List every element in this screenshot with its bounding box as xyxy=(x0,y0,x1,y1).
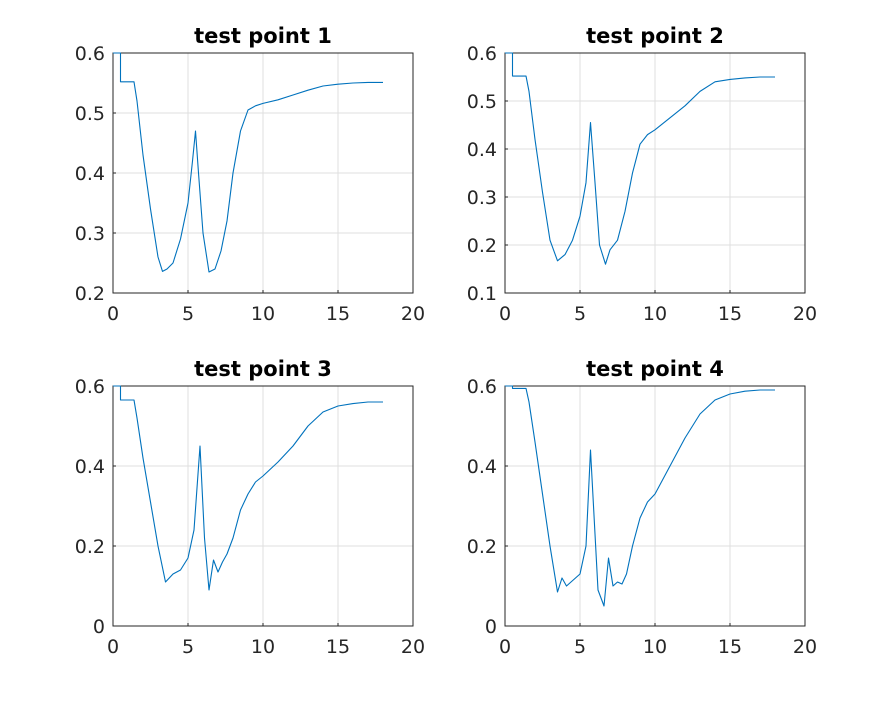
x-tick-label: 10 xyxy=(643,636,667,658)
x-tick-label: 10 xyxy=(251,636,275,658)
y-tick-label: 0.6 xyxy=(75,43,105,65)
y-tick-label: 0.6 xyxy=(467,43,497,65)
x-tick-label: 0 xyxy=(107,636,119,658)
subplot-1: 0 5 10 15 20 0.2 0.3 0.4 0.5 0.6 test point 1 xyxy=(75,24,425,325)
x-tick-label: 20 xyxy=(793,636,817,658)
subplot-2: 0 5 10 15 20 0.1 0.2 0.3 0.4 0.5 0.6 test point 2 xyxy=(467,24,817,325)
y-tick-label: 0.5 xyxy=(75,103,105,125)
y-tick-label: 0.5 xyxy=(467,91,497,113)
subplot-title: test point 4 xyxy=(586,357,724,381)
x-tick-label: 15 xyxy=(326,303,350,325)
x-tick-label: 20 xyxy=(793,303,817,325)
x-tick-label: 5 xyxy=(574,303,586,325)
y-tick-label: 0 xyxy=(485,616,497,638)
series-line xyxy=(505,52,775,265)
series-line xyxy=(113,385,383,591)
x-tick-label: 0 xyxy=(499,303,511,325)
x-tick-label: 5 xyxy=(574,636,586,658)
x-tick-label: 5 xyxy=(182,303,194,325)
x-tick-label: 0 xyxy=(107,303,119,325)
series-line xyxy=(113,52,383,273)
x-tick-label: 10 xyxy=(643,303,667,325)
y-tick-label: 0.4 xyxy=(75,456,105,478)
y-tick-label: 0.2 xyxy=(75,536,105,558)
subplot-title: test point 3 xyxy=(194,357,332,381)
subplot-4: 0 5 10 15 20 0 0.2 0.4 0.6 test point 4 xyxy=(467,357,817,658)
subplot-title: test point 2 xyxy=(586,24,724,48)
x-tick-label: 20 xyxy=(401,636,425,658)
x-tick-label: 15 xyxy=(718,303,742,325)
y-tick-label: 0.4 xyxy=(75,163,105,185)
y-tick-label: 0.3 xyxy=(75,223,105,245)
x-tick-label: 15 xyxy=(326,636,350,658)
y-tick-label: 0 xyxy=(93,616,105,638)
x-tick-label: 5 xyxy=(182,636,194,658)
x-tick-label: 20 xyxy=(401,303,425,325)
subplot-title: test point 1 xyxy=(194,24,332,48)
y-tick-label: 0.1 xyxy=(467,283,497,305)
y-tick-label: 0.6 xyxy=(75,376,105,398)
y-tick-label: 0.3 xyxy=(467,187,497,209)
y-tick-label: 0.6 xyxy=(467,376,497,398)
subplot-3: 0 5 10 15 20 0 0.2 0.4 0.6 test point 3 xyxy=(75,357,425,658)
y-tick-label: 0.4 xyxy=(467,456,497,478)
y-tick-label: 0.2 xyxy=(467,536,497,558)
y-tick-label: 0.2 xyxy=(75,283,105,305)
x-tick-label: 15 xyxy=(718,636,742,658)
y-tick-label: 0.4 xyxy=(467,139,497,161)
x-tick-label: 10 xyxy=(251,303,275,325)
subplot-grid: 0 5 10 15 20 0.2 0.3 0.4 0.5 0.6 test point 1 0 5 10 1… xyxy=(75,24,817,658)
y-tick-label: 0.2 xyxy=(467,235,497,257)
series-line xyxy=(505,385,775,607)
x-tick-label: 0 xyxy=(499,636,511,658)
